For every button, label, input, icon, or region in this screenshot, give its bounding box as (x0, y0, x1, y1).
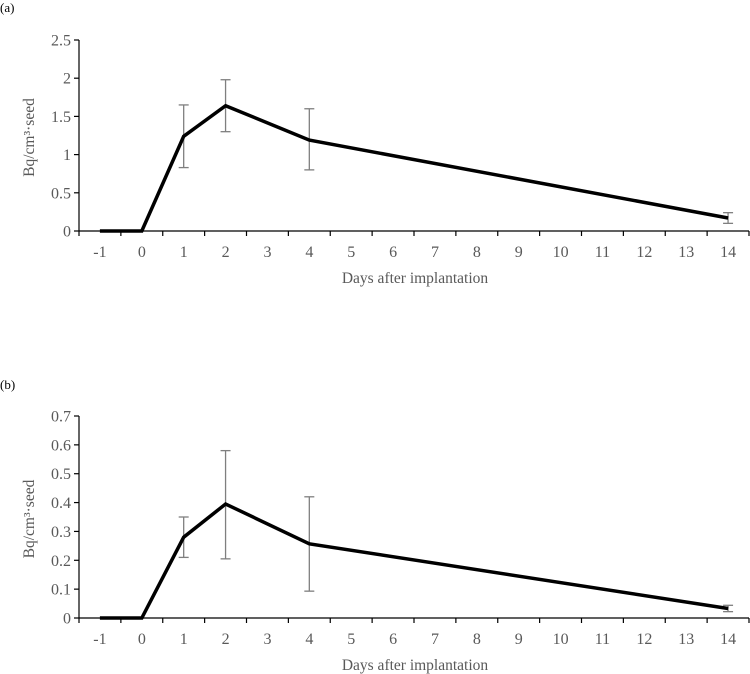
chart-panel-b: (b) 0 0.1 0.2 0.3 0.4 0.5 0.6 0.7 -1 0 1 2 3 4 5 6 7 8 9 1… (0, 370, 750, 674)
axis-titles: Days after implantation Bq/cm³·seed (21, 98, 488, 287)
x-tick-label: 0 (138, 244, 146, 261)
x-tick-label: -1 (93, 631, 106, 648)
x-tick-label: 6 (389, 631, 397, 648)
y-tick-label: 0.6 (51, 437, 71, 454)
y-tick-label: 0 (63, 224, 71, 241)
x-tick-label: 1 (180, 244, 188, 261)
y-tick-label: 0.7 (51, 409, 71, 426)
x-tick-label: 13 (678, 631, 694, 648)
x-tick-label: 3 (263, 244, 271, 261)
x-tick-label: 2 (222, 631, 230, 648)
x-tick-label: 6 (389, 244, 397, 261)
x-tick-label: 8 (473, 244, 481, 261)
series-line (99, 501, 729, 620)
x-tick-label: 10 (553, 631, 569, 648)
y-tick-label: 0.4 (51, 495, 71, 512)
y-tick-label: 2 (63, 71, 71, 88)
x-tick-label: 12 (636, 244, 652, 261)
x-tick-label: 9 (515, 631, 523, 648)
series-line (99, 103, 729, 233)
data-series-line (99, 103, 729, 233)
y-tick-label: 2.5 (51, 33, 71, 50)
x-tick-label: 12 (636, 631, 652, 648)
x-tick-label: 10 (553, 244, 569, 261)
x-axis-title: Days after implantation (342, 657, 489, 674)
x-tick-label: -1 (93, 244, 106, 261)
y-tick-label: 0.1 (51, 582, 71, 599)
x-tick-label: 0 (138, 631, 146, 648)
y-tick-label: 1 (63, 147, 71, 164)
y-tick-label: 0 (63, 611, 71, 628)
x-tick-label: 3 (263, 631, 271, 648)
chart-a-svg: 00.511.522.5 -1 0 1 2 3 4 5 6 7 8 9 10 11 12 13 14 Days… (21, 33, 750, 287)
x-tick-label: 7 (431, 631, 439, 648)
x-tick-label: 9 (515, 244, 523, 261)
y-tick-label: 0.3 (51, 524, 71, 541)
x-tick-label: 8 (473, 631, 481, 648)
chart-b-svg: 00.10.20.30.40.50.60.7 -1 0 1 2 3 4 5 6 7 8 9 10 11 1… (21, 409, 750, 674)
x-tick-label: 14 (720, 244, 736, 261)
panel-label-b: (b) (0, 377, 16, 392)
y-axis-title: Bq/cm³·seed (21, 479, 38, 558)
x-tick-label: 4 (305, 244, 313, 261)
x-axis: -1 0 1 2 3 4 5 6 7 8 9 10 11 12 13 14 (78, 230, 750, 261)
x-tick-label: 1 (180, 631, 188, 648)
panel-label-a: (a) (0, 0, 15, 15)
x-tick-label: 5 (347, 631, 355, 648)
error-bars (178, 449, 734, 613)
x-tick-label: 5 (347, 244, 355, 261)
x-tick-label: 13 (678, 244, 694, 261)
x-axis: -1 0 1 2 3 4 5 6 7 8 9 10 11 12 13 14 (78, 617, 750, 648)
x-tick-label: 11 (595, 244, 610, 261)
chart-panel-a: (a) 0 0.5 1 1.5 2 2.5 -1 0 1 2 3 4 5 6 7 8 9 10 11 12 13 14 … (0, 0, 750, 300)
axis-titles: Days after implantation Bq/cm³·seed (21, 479, 488, 674)
x-tick-label: 11 (595, 631, 610, 648)
y-tick-label: 0.2 (51, 553, 71, 570)
x-axis-title: Days after implantation (342, 270, 489, 287)
x-tick-label: 4 (305, 631, 313, 648)
y-axis: 0 0.5 1 1.5 2 2.5 (51, 33, 80, 241)
y-axis: 0 0.1 0.2 0.3 0.4 0.5 0.6 0.7 (51, 409, 80, 628)
x-tick-label: 14 (720, 631, 736, 648)
y-tick-label: 0.5 (51, 466, 71, 483)
y-axis-title: Bq/cm³·seed (21, 98, 38, 177)
x-tick-label: 7 (431, 244, 439, 261)
x-tick-label: 2 (222, 244, 230, 261)
y-tick-label: 1.5 (51, 109, 71, 126)
data-series-line (99, 501, 729, 620)
y-tick-label: 0.5 (51, 185, 71, 202)
